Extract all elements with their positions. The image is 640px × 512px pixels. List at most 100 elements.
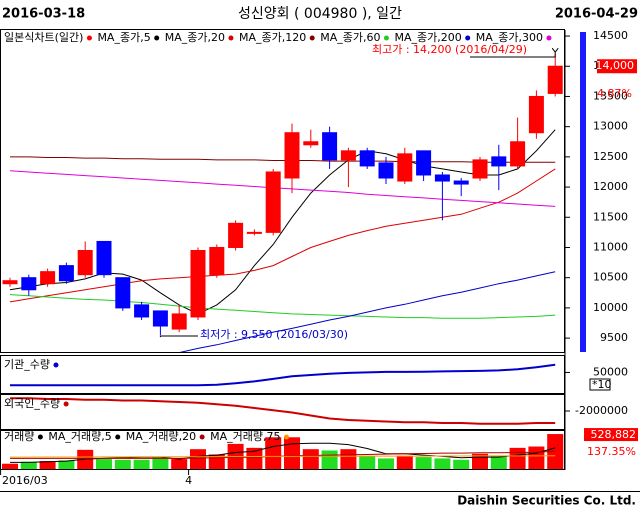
volume-bar [321, 450, 338, 469]
legend-label: MA_거래량,5 [48, 430, 111, 443]
y-tick-label: 14500 [593, 29, 628, 42]
volume-bar [434, 458, 451, 469]
candle-body [209, 246, 225, 276]
legend-label: MA_거래량,75 [210, 430, 280, 443]
y-tick-label: 11500 [593, 210, 628, 223]
candle-body [228, 222, 244, 248]
candle-body [58, 265, 74, 282]
legend-marker [154, 35, 160, 41]
high-arrow [470, 47, 559, 58]
legend-label: MA_종가,20 [165, 31, 225, 44]
legend-marker [199, 434, 205, 440]
y-tick-label: 10000 [593, 301, 628, 314]
legend-marker [284, 434, 289, 440]
legend-marker [383, 35, 389, 41]
legend-label: 거래량 [4, 430, 34, 443]
ma-line [9, 170, 556, 207]
y-tick-label: 11000 [593, 240, 628, 253]
candle-body [322, 132, 338, 161]
legend-label: 기관_수량 [4, 358, 50, 371]
volume-bar [190, 449, 206, 469]
legend-marker [53, 362, 59, 368]
candle-body [115, 277, 131, 309]
y-tick-label: 12500 [593, 150, 628, 163]
volume-bar [453, 459, 470, 469]
candle-body [134, 304, 150, 318]
volume-bar [39, 461, 56, 469]
volume-bar [20, 461, 37, 469]
change: 4.87% [597, 87, 632, 100]
candle-body [547, 65, 563, 94]
footer: Daishin Securities Co. Ltd. [457, 494, 636, 508]
candle-body [340, 150, 356, 161]
volume-bar [340, 449, 357, 469]
y-tick-label: 50000 [593, 365, 628, 378]
volume-bar [415, 457, 432, 469]
candle-body [77, 250, 93, 276]
candle-body [397, 153, 413, 182]
ma-line [10, 156, 556, 163]
volume-bar [265, 437, 282, 469]
price-lines [9, 129, 556, 352]
legend-label: MA_종가,5 [97, 31, 150, 44]
legend-label: MA_종가,300 [476, 31, 543, 44]
candle-body [303, 141, 319, 146]
volume-bar [302, 449, 319, 469]
candle-body [246, 231, 262, 234]
volume-bar [96, 459, 112, 469]
chart-title: 성신양회 ( 004980 ), 일간 [238, 6, 402, 22]
axis-bar [580, 32, 586, 352]
legend-label: MA_종가,120 [239, 31, 306, 44]
volume-bar [2, 463, 18, 469]
flow-line [10, 397, 556, 425]
legend-marker [309, 35, 315, 41]
candle-body [510, 141, 526, 167]
volume-bar [396, 455, 413, 469]
candle-body [453, 180, 469, 185]
last-price-box [597, 59, 637, 74]
y-tick-label: 9500 [600, 331, 628, 344]
candle-body [359, 150, 375, 167]
x-tick-label: 4 [185, 474, 192, 487]
legend-marker [465, 35, 471, 41]
volume-bar [133, 459, 150, 469]
high-annotation: 최고가 : 14,200 (2016/04/29) [372, 43, 527, 56]
candle-body [416, 150, 432, 176]
candle-body [96, 240, 112, 276]
candle-body [378, 162, 394, 179]
flow-line [10, 363, 556, 387]
y-tick-label: -2000000 [575, 404, 628, 417]
volume-bar [509, 447, 526, 469]
candle-body [40, 271, 56, 285]
candle-body [171, 313, 187, 330]
legend-marker [63, 401, 69, 407]
volume-ma-line [10, 455, 556, 458]
volume-bar [246, 447, 263, 469]
last-volume-box [584, 428, 638, 442]
note-box [589, 378, 611, 391]
note: *10 [592, 378, 612, 391]
y-tick-label: 12000 [593, 180, 628, 193]
legend-marker [37, 434, 43, 440]
candle-body [284, 132, 300, 179]
legend-label: MA_거래량,20 [126, 430, 196, 443]
legend-marker [546, 35, 552, 41]
last-price: 14,000 [596, 59, 635, 72]
volume-bar [359, 455, 376, 469]
ma-line [9, 168, 556, 303]
low-annotation: 최저가 : 9,550 (2016/03/30) [200, 328, 348, 341]
ma-line [179, 271, 556, 352]
volume-bar [490, 455, 507, 469]
end-date: 2016-04-29 [555, 7, 638, 22]
x-tick-label: 2016/03 [2, 474, 48, 487]
y-tick-label: 10500 [593, 271, 628, 284]
volume-bar [378, 458, 394, 469]
start-date: 2016-03-18 [2, 7, 85, 22]
ma-line [9, 294, 556, 319]
legend-marker [115, 434, 121, 440]
candle-body [491, 156, 507, 167]
low-arrow [159, 335, 198, 338]
volume-bar [58, 460, 75, 469]
